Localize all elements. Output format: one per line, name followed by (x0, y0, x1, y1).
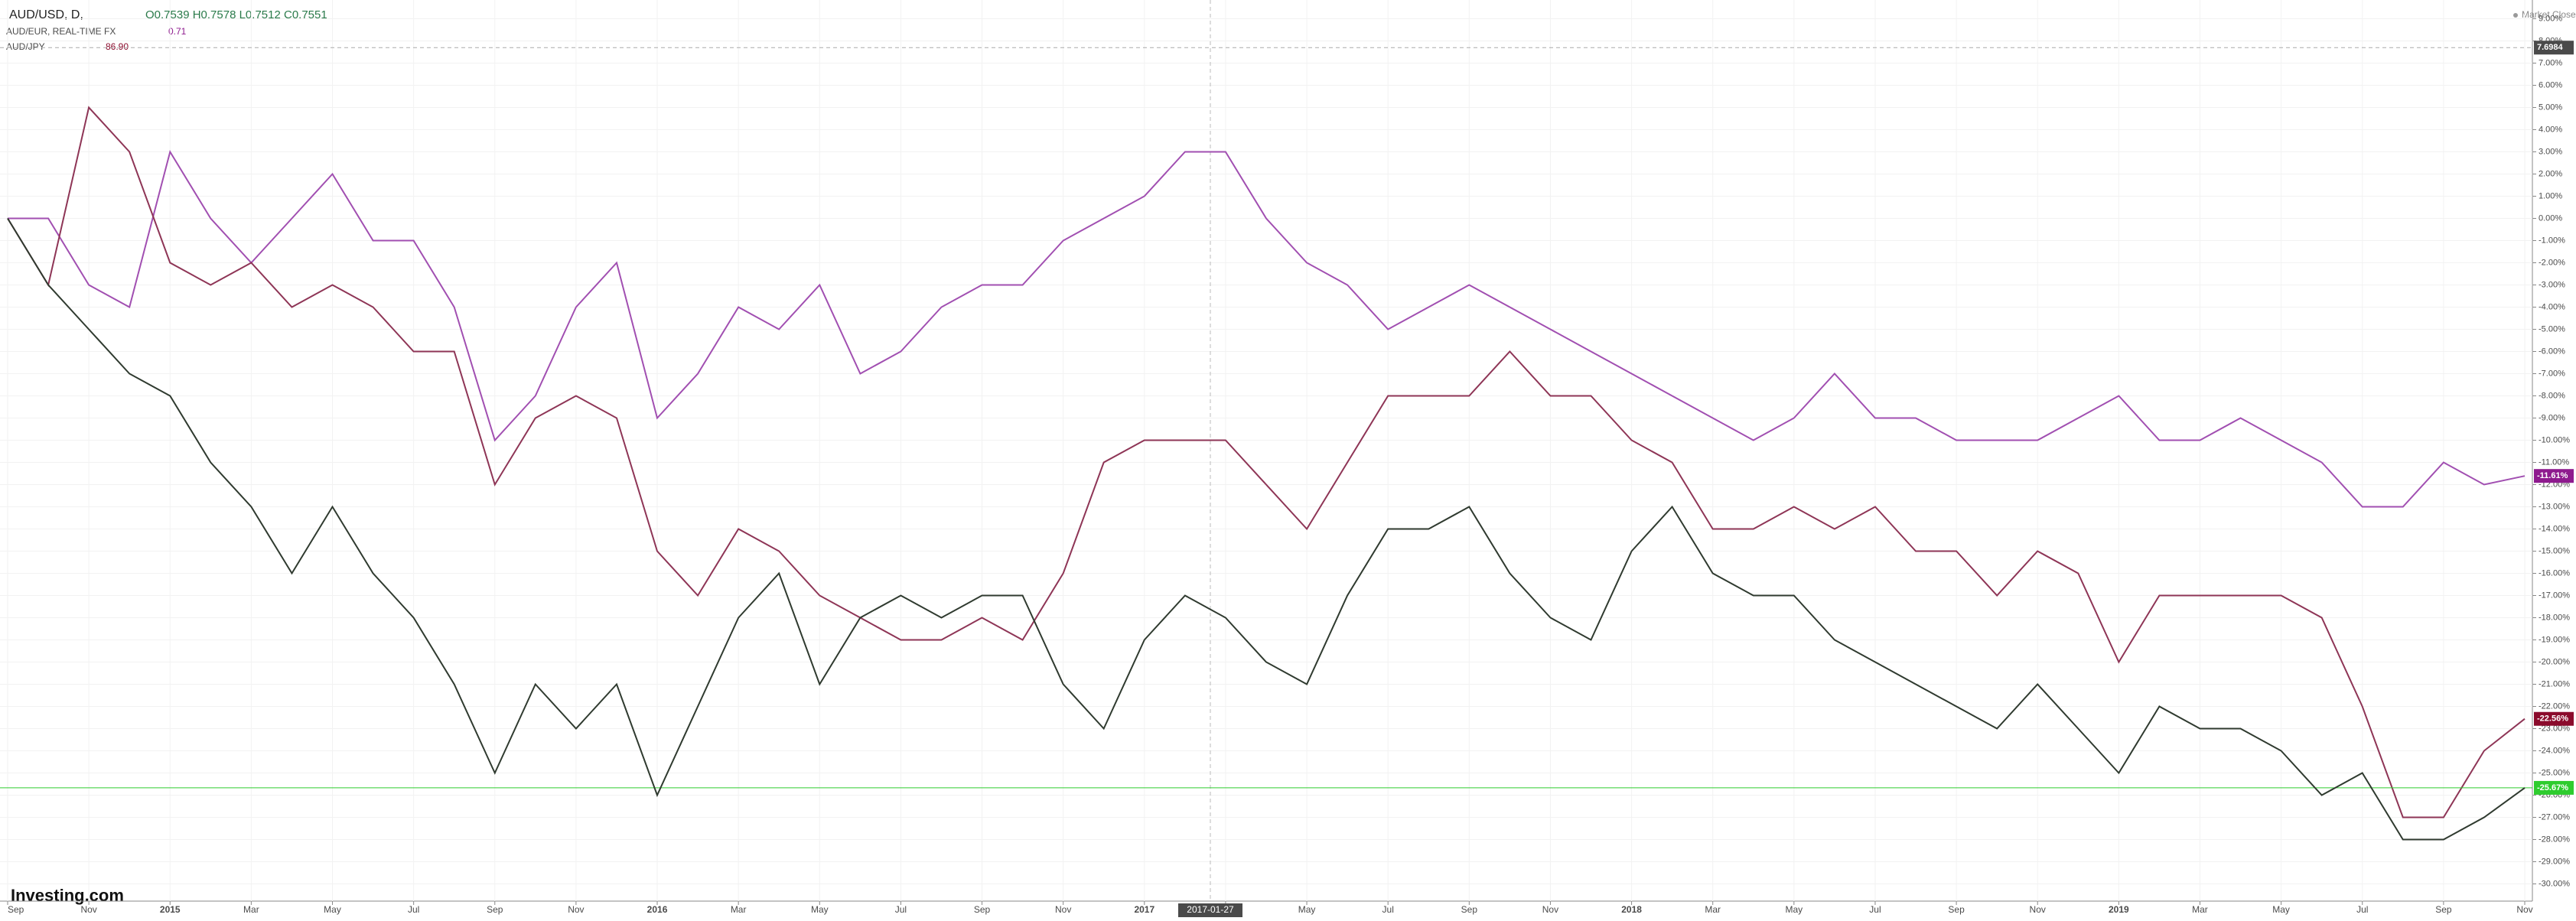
x-tick-label: Jul (895, 904, 907, 915)
y-tick-label: 6.00% (2539, 80, 2562, 89)
x-tick-label: May (1786, 904, 1803, 915)
y-tick-label: -5.00% (2539, 324, 2565, 334)
y-tick-label: 0.00% (2539, 213, 2562, 223)
x-tick-label: Jul (408, 904, 419, 915)
crosshair-date-label: 2017-01-27 (1187, 904, 1234, 915)
series-line (7, 217, 2526, 841)
y-tick-label: -27.00% (2539, 812, 2570, 822)
x-tick-label: May (324, 904, 341, 915)
last-value-label: -11.61% (2537, 471, 2568, 480)
y-tick-label: -6.00% (2539, 347, 2565, 356)
y-tick-label: 4.00% (2539, 125, 2562, 134)
symbol: AUD/USD, D, (9, 8, 83, 21)
compare-value: 86.90 (106, 41, 129, 52)
y-tick-label: -11.00% (2539, 457, 2569, 467)
series-line (8, 149, 2526, 508)
x-tick-label: Sep (487, 904, 503, 915)
compare-series: AUD/JPY (6, 41, 45, 52)
x-tick-label: Sep (8, 904, 24, 915)
crosshair-price-box (2534, 41, 2574, 55)
y-tick-label: -16.00% (2539, 568, 2570, 578)
y-tick-label: -22.00% (2539, 701, 2570, 711)
x-tick-label: Mar (731, 904, 747, 915)
series-line (7, 106, 2526, 818)
compare-value: 0.71 (168, 26, 187, 37)
y-tick-label: 1.00% (2539, 191, 2562, 200)
x-tick-label: Nov (2516, 904, 2532, 915)
y-tick-label: -15.00% (2539, 546, 2570, 555)
y-tick-label: -21.00% (2539, 679, 2570, 688)
x-tick-label: Mar (2192, 904, 2208, 915)
y-tick-label: -2.00% (2539, 258, 2565, 267)
last-value-label: -22.56% (2537, 714, 2568, 724)
x-tick-label: Jul (2356, 904, 2368, 915)
x-tick-label: 2017 (1134, 904, 1154, 915)
y-tick-label: -7.00% (2539, 369, 2565, 378)
last-value-box (2534, 711, 2574, 726)
x-tick-label: May (811, 904, 829, 915)
x-tick-label: Sep (1948, 904, 1965, 915)
market-status: Market Closed (2522, 9, 2576, 20)
y-tick-label: 9.00% (2539, 14, 2562, 23)
y-tick-label: -30.00% (2539, 879, 2570, 888)
y-tick-label: -3.00% (2539, 280, 2565, 289)
x-tick-label: Nov (568, 904, 584, 915)
logo: Investing.com (11, 886, 124, 905)
x-tick-label: Sep (2435, 904, 2452, 915)
y-tick-label: 3.00% (2539, 147, 2562, 156)
x-tick-label: 2018 (1621, 904, 1642, 915)
y-tick-label: 5.00% (2539, 103, 2562, 112)
last-value-label: -25.67% (2537, 783, 2568, 792)
x-tick-label: Nov (2030, 904, 2046, 915)
x-tick-label: Jul (1869, 904, 1881, 915)
x-tick-label: Nov (80, 904, 96, 915)
x-tick-label: May (2272, 904, 2290, 915)
last-value-box (2534, 469, 2574, 483)
x-tick-label: Sep (1461, 904, 1478, 915)
crosshair-date-box (1178, 903, 1242, 917)
x-tick-label: Mar (243, 904, 259, 915)
y-tick-label: -8.00% (2539, 391, 2565, 400)
last-value-box (2534, 780, 2574, 795)
x-tick-label: Sep (974, 904, 991, 915)
x-tick-label: Mar (1705, 904, 1721, 915)
y-tick-label: -19.00% (2539, 635, 2570, 644)
y-tick-label: 2.00% (2539, 169, 2562, 178)
y-tick-label: -18.00% (2539, 613, 2570, 622)
y-tick-label: -23.00% (2539, 724, 2570, 733)
x-tick-label: Jul (1382, 904, 1394, 915)
y-tick-label: -14.00% (2539, 524, 2570, 533)
y-tick-label: -13.00% (2539, 502, 2570, 511)
y-tick-label: -9.00% (2539, 413, 2565, 422)
y-tick-label: -10.00% (2539, 435, 2570, 444)
y-tick-label: -17.00% (2539, 591, 2570, 600)
x-tick-label: 2016 (647, 904, 668, 915)
status-dot (2513, 13, 2518, 18)
y-tick-label: -25.00% (2539, 768, 2570, 777)
y-tick-label: -24.00% (2539, 746, 2570, 755)
y-tick-label: -20.00% (2539, 657, 2570, 666)
x-tick-label: 2019 (2109, 904, 2129, 915)
compare-series: AUD/EUR, REAL-TIME FX (6, 26, 116, 37)
x-tick-label: May (1298, 904, 1316, 915)
x-tick-label: Nov (1055, 904, 1071, 915)
y-tick-label: -28.00% (2539, 835, 2570, 844)
crosshair-price-label: 7.6984 (2537, 43, 2564, 52)
x-tick-label: Nov (1542, 904, 1558, 915)
y-tick-label: 7.00% (2539, 58, 2562, 67)
x-tick-label: 2015 (160, 904, 181, 915)
y-tick-label: -29.00% (2539, 857, 2570, 866)
y-tick-label: -4.00% (2539, 302, 2565, 311)
y-tick-label: -1.00% (2539, 236, 2565, 245)
ohlc: O0.7539 H0.7578 L0.7512 C0.7551 (145, 8, 327, 21)
